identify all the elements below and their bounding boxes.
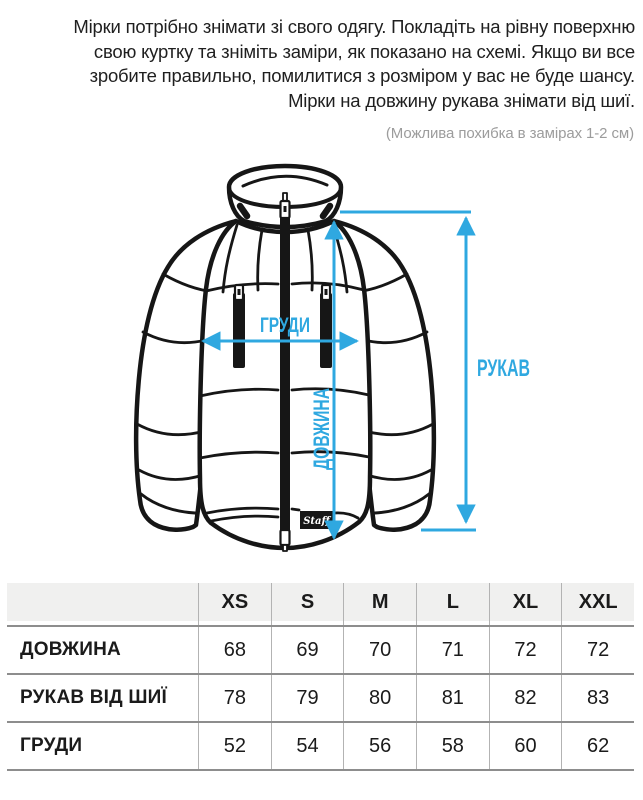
size-value-cell: 80 [343, 675, 416, 721]
measurement-annotations: ГРУДИ ДОВЖИНА РУКАВ [201, 210, 530, 540]
table-row-divider [7, 625, 634, 627]
size-value-cell: 72 [561, 627, 634, 673]
table-row-divider [7, 721, 634, 723]
size-table: XS S M L XL XXL ДОВЖИНА 68 69 70 71 72 7… [7, 583, 634, 771]
size-value-cell: 82 [488, 675, 562, 721]
zipper-pull-bottom [279, 528, 291, 547]
size-value-cell: 54 [270, 723, 344, 769]
brand-label-text: Staff [303, 516, 331, 527]
table-row-divider [7, 673, 634, 675]
intro-text-line: Мірки потрібно знімати зі свого одягу. П… [73, 16, 635, 37]
intro-text-line: Мірки на довжину рукава знімати від шиї. [288, 89, 635, 111]
size-col-header: XXL [561, 583, 634, 621]
size-value-cell: 70 [343, 627, 416, 673]
pocket-right [320, 293, 332, 368]
size-value-cell: 78 [198, 675, 271, 721]
size-value-cell: 52 [198, 723, 271, 769]
size-value-cell: 72 [488, 627, 562, 673]
size-col-header: S [270, 583, 344, 621]
chest-label: ГРУДИ [260, 314, 310, 337]
row-label-chest: ГРУДИ [20, 735, 83, 756]
size-col-header: L [415, 583, 489, 621]
size-value-cell: 69 [270, 627, 344, 673]
size-value-cell: 56 [343, 723, 416, 769]
collar-tab-right [319, 202, 334, 220]
size-value-cell: 58 [415, 723, 489, 769]
size-value-cell: 79 [270, 675, 344, 721]
size-col-header: XS [198, 583, 271, 621]
size-col-header: XL [488, 583, 562, 621]
size-value-cell: 83 [561, 675, 634, 721]
table-header-gap [7, 621, 198, 625]
table-bottom-border [7, 769, 634, 771]
intro-text: Мірки потрібно знімати зі свого одягу. П… [73, 15, 635, 113]
size-table-corner-cell [7, 583, 198, 621]
size-value-cell: 71 [415, 627, 489, 673]
collar-tab-left [236, 202, 251, 220]
size-value-cell: 60 [488, 723, 562, 769]
row-label-length: ДОВЖИНА [20, 639, 121, 660]
intro-text-line: зробите правильно, помилитися з розміром… [89, 65, 636, 86]
size-col-header: M [343, 583, 416, 621]
sleeve-label: РУКАВ [477, 355, 530, 382]
size-value-cell: 68 [198, 627, 271, 673]
size-value-cell: 62 [561, 723, 634, 769]
pocket-left [233, 293, 245, 368]
row-label-sleeve-from-neck: РУКАВ ВІД ШИЇ [20, 687, 167, 708]
size-value-cell: 81 [415, 675, 489, 721]
intro-text-line: свою куртку та зніміть заміри, як показа… [93, 40, 635, 62]
length-label: ДОВЖИНА [309, 388, 334, 470]
measurement-tolerance-note: (Можлива похибка в замірах 1-2 см) [385, 125, 634, 142]
jacket-illustration: Staff [133, 163, 437, 552]
jacket-zipper [280, 204, 290, 536]
